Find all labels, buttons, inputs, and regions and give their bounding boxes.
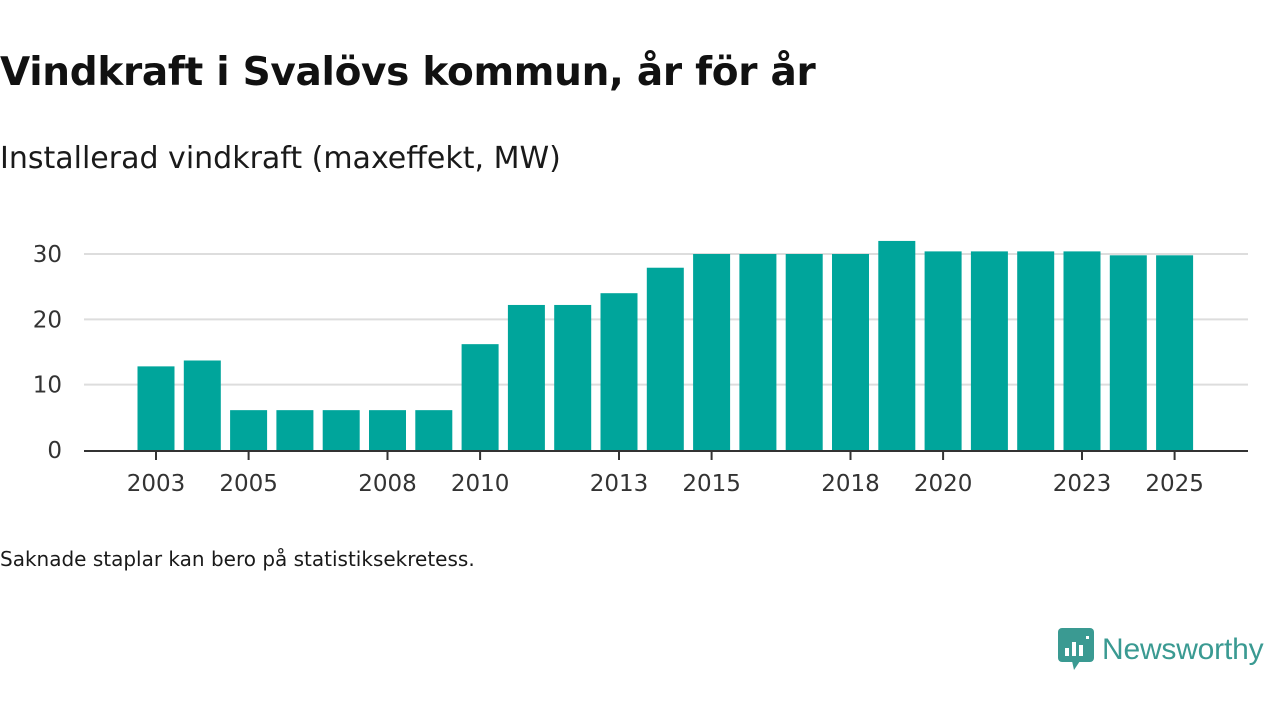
bar-2018 — [832, 254, 869, 450]
bar-2013 — [600, 293, 638, 450]
y-tick-label: 30 — [33, 242, 62, 268]
brand-name: Newsworthy — [1102, 633, 1264, 666]
chart-subtitle: Installerad vindkraft (maxeffekt, MW) — [0, 141, 561, 176]
bar-chart: 0 10 20 30 2003 2005 2008 2010 2013 2015 2018 2020 2… — [33, 240, 1248, 497]
x-tick-label: 2013 — [590, 471, 649, 497]
bar-2025 — [1156, 255, 1194, 450]
bar-2021 — [970, 251, 1008, 450]
bar-2005 — [230, 410, 268, 450]
y-tick-label: 20 — [33, 307, 62, 333]
brand-logo: Newsworthy — [1058, 628, 1264, 672]
bar-2017 — [785, 254, 823, 450]
bar-2010 — [461, 344, 499, 450]
x-tick-label: 2008 — [358, 471, 417, 497]
tick-labels: 0 10 20 30 2003 2005 2008 2010 2013 2015 2018 2020 2… — [33, 242, 1204, 497]
x-tick-label: 2020 — [914, 471, 973, 497]
chart-title: Vindkraft i Svalövs kommun, år för år — [0, 50, 816, 95]
bar-2015 — [693, 254, 731, 450]
bar-2019 — [878, 240, 916, 450]
bar-2016 — [739, 254, 777, 450]
x-tick-label: 2005 — [219, 471, 278, 497]
footnote: Saknade staplar kan bero på statistiksek… — [0, 547, 475, 571]
axes — [84, 450, 1248, 460]
bar-2006 — [276, 410, 314, 450]
bar-2022 — [1017, 251, 1055, 450]
x-tick-label: 2010 — [451, 471, 510, 497]
bar-2011 — [507, 304, 545, 450]
bar-2003 — [137, 366, 175, 450]
x-tick-label: 2025 — [1145, 471, 1204, 497]
bar-2009 — [415, 410, 453, 450]
x-tick-label: 2015 — [682, 471, 741, 497]
bars — [137, 240, 1194, 450]
bar-2023 — [1063, 251, 1101, 450]
bar-2004 — [183, 360, 221, 450]
y-tick-label: 0 — [47, 438, 62, 464]
y-tick-label: 10 — [33, 373, 62, 399]
x-tick-label: 2023 — [1053, 471, 1112, 497]
bar-2008 — [369, 410, 406, 450]
newsworthy-logo-icon — [1058, 628, 1094, 670]
bar-2014 — [646, 267, 684, 450]
bar-2012 — [554, 304, 592, 450]
x-tick-label: 2018 — [821, 471, 880, 497]
x-tick-label: 2003 — [127, 471, 186, 497]
bar-2007 — [322, 410, 360, 450]
bar-2020 — [924, 251, 962, 450]
bar-2024 — [1109, 255, 1147, 450]
